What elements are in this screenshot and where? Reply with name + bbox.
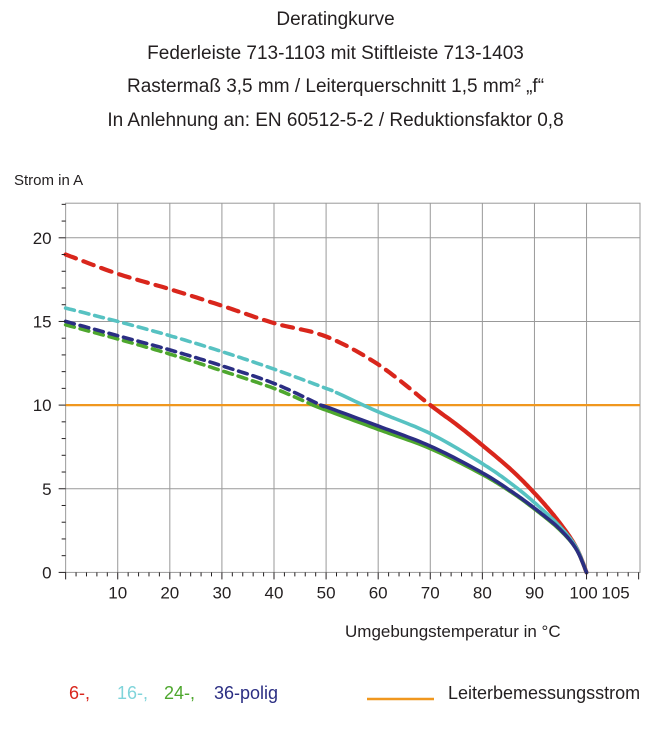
svg-text:60: 60: [369, 583, 388, 602]
svg-text:90: 90: [525, 583, 544, 602]
svg-text:100: 100: [569, 583, 597, 602]
svg-text:5: 5: [42, 480, 51, 499]
svg-text:80: 80: [473, 583, 492, 602]
svg-text:40: 40: [265, 583, 284, 602]
svg-text:105: 105: [601, 583, 629, 602]
svg-text:10: 10: [108, 583, 127, 602]
svg-text:30: 30: [212, 583, 231, 602]
svg-text:20: 20: [160, 583, 179, 602]
svg-text:10: 10: [33, 396, 52, 415]
svg-text:0: 0: [42, 563, 51, 582]
svg-text:20: 20: [33, 229, 52, 248]
svg-text:70: 70: [421, 583, 440, 602]
svg-text:15: 15: [33, 312, 52, 331]
svg-text:50: 50: [317, 583, 336, 602]
